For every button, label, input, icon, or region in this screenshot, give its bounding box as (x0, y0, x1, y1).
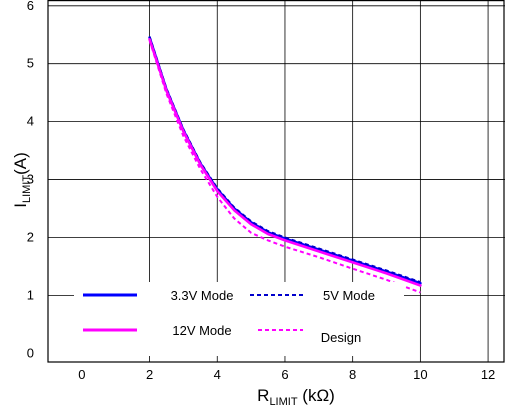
y-tick-label: 0 (27, 345, 34, 360)
x-tick-labels: 0 2 4 6 8 10 12 (78, 367, 495, 382)
x-tick-label: 8 (349, 367, 356, 382)
x-axis-title: RLIMIT (kΩ) (257, 386, 335, 408)
x-tick-label: 12 (481, 367, 495, 382)
y-tick-label: 5 (27, 56, 34, 71)
legend-label-2: 12V Mode (172, 323, 231, 338)
x-tick-label: 0 (78, 367, 85, 382)
y-tick-label: 6 (27, 0, 34, 13)
x-tick-label: 4 (214, 367, 221, 382)
series-line-3 (148, 40, 421, 294)
x-tick-label: 6 (281, 367, 288, 382)
y-tick-labels: 0 1 2 3 4 5 6 (27, 0, 34, 360)
legend-label-0: 3.3V Mode (171, 288, 234, 303)
y-tick-label: 1 (27, 287, 34, 302)
legend-label-3: Design (321, 330, 361, 345)
plot-frame (47, 0, 505, 363)
y-tick-label: 3 (27, 172, 34, 187)
series-group (148, 36, 422, 294)
y-axis-title: ILIMIT(A) (11, 152, 33, 208)
x-tick-label: 2 (146, 367, 153, 382)
x-tick-label: 10 (413, 367, 427, 382)
series-line-2 (148, 38, 422, 287)
y-tick-label: 2 (27, 229, 34, 244)
legend: 3.3V Mode 5V Mode 12V Mode Design (74, 282, 404, 356)
y-tick-label: 4 (27, 114, 34, 129)
legend-label-1: 5V Mode (323, 288, 375, 303)
